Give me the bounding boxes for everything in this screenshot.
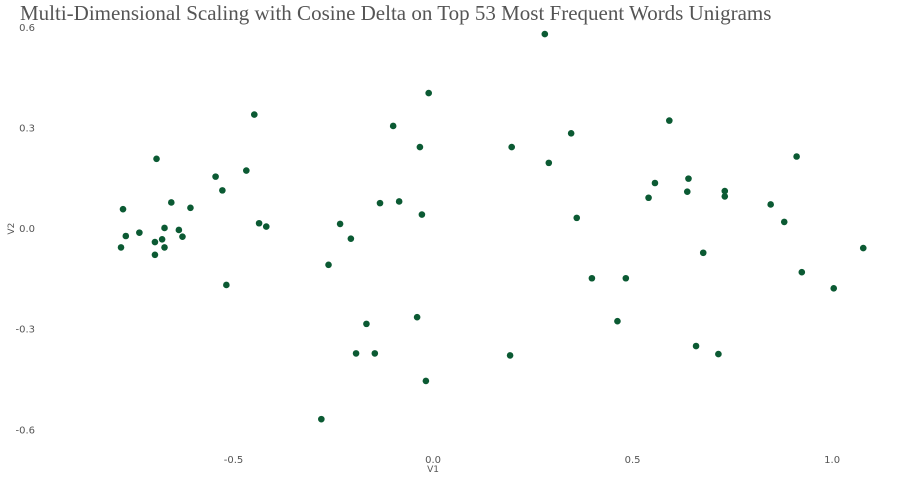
data-point <box>567 130 575 137</box>
data-point <box>685 175 692 182</box>
y-tick-label: -0.3 <box>15 325 35 336</box>
data-point <box>219 187 226 194</box>
y-axis-title: V2 <box>7 223 17 235</box>
data-point <box>683 188 691 196</box>
data-point <box>614 317 621 325</box>
data-point <box>151 251 159 259</box>
data-point <box>425 89 432 97</box>
chart-title: Multi-Dimensional Scaling with Cosine De… <box>20 1 772 25</box>
y-tick-label: 0.6 <box>19 23 35 34</box>
data-point <box>136 229 143 236</box>
data-point <box>692 342 700 350</box>
data-point <box>721 193 729 200</box>
data-point <box>336 220 344 228</box>
x-tick-labels: -0.5 0.0 0.5 1.0 <box>224 455 840 466</box>
data-point <box>859 244 867 252</box>
y-tick-labels: -0.6 -0.3 0.0 0.3 0.6 <box>15 23 35 437</box>
data-point <box>780 218 788 226</box>
data-point <box>352 350 360 357</box>
data-point <box>376 199 384 207</box>
data-point <box>721 187 729 195</box>
data-point <box>767 201 774 208</box>
data-point <box>318 415 325 423</box>
x-tick-label: 0.0 <box>425 455 441 466</box>
x-tick-label: -0.5 <box>224 455 244 466</box>
data-point <box>371 350 379 357</box>
data-point <box>389 122 397 130</box>
data-point <box>798 268 806 276</box>
data-point <box>255 219 263 227</box>
data-point <box>250 111 258 118</box>
x-tick-label: 1.0 <box>824 455 840 466</box>
data-point <box>545 159 553 167</box>
y-tick-label: 0.3 <box>19 123 35 134</box>
data-point <box>117 244 125 251</box>
x-tick-label: 0.5 <box>625 455 641 466</box>
data-point <box>161 224 168 232</box>
data-point <box>793 153 800 160</box>
data-point <box>395 198 403 205</box>
data-point <box>622 274 630 282</box>
data-point <box>699 249 707 257</box>
data-point <box>541 30 549 38</box>
data-point <box>347 235 355 242</box>
data-point <box>666 117 673 124</box>
data-point <box>416 143 424 151</box>
data-point <box>262 223 270 230</box>
data-point <box>588 274 596 282</box>
data-point <box>506 352 514 359</box>
data-point <box>508 143 515 151</box>
data-point <box>651 179 659 187</box>
data-point <box>167 199 175 206</box>
data-point <box>573 214 581 222</box>
data-point <box>187 204 194 212</box>
data-point <box>243 167 250 174</box>
data-point <box>151 238 159 246</box>
data-point <box>212 173 219 180</box>
data-point <box>715 350 722 358</box>
data-point <box>418 211 426 218</box>
data-point <box>179 233 186 240</box>
data-point <box>223 281 230 289</box>
y-tick-label: 0.0 <box>19 224 35 235</box>
data-point <box>161 244 168 251</box>
data-point <box>422 377 430 385</box>
data-point <box>119 205 127 213</box>
data-point <box>325 261 332 269</box>
data-points <box>117 30 867 423</box>
data-point <box>830 285 838 292</box>
data-point <box>645 194 652 202</box>
data-point <box>175 226 183 234</box>
x-axis-title: V1 <box>427 465 439 475</box>
data-point <box>413 313 421 321</box>
data-point <box>122 232 130 240</box>
y-tick-label: -0.6 <box>15 425 35 436</box>
data-point <box>363 320 370 328</box>
data-point <box>158 236 166 243</box>
data-point <box>153 155 160 163</box>
